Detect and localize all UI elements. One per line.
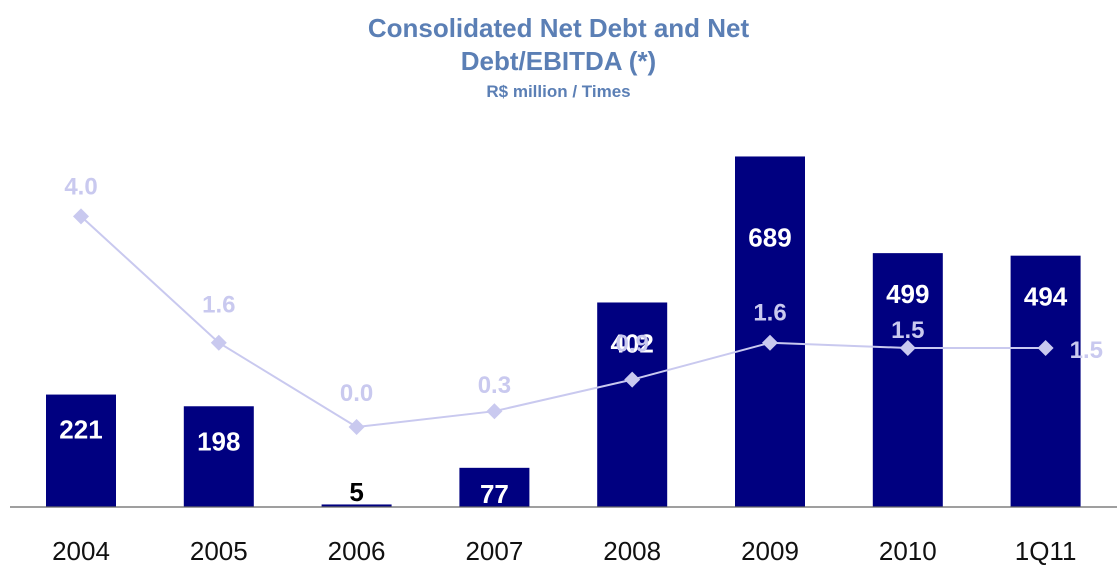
net-debt-bar-label: 198 [197,426,240,456]
net-debt-bar [46,394,116,507]
net-debt-bar [321,504,392,507]
net-debt-bar [597,302,668,507]
net-debt-ebitda-line [73,208,1054,435]
category-label: 2005 [190,536,248,566]
net-debt-bar-label: 494 [1024,282,1068,312]
ebitda-ratio-point [210,334,227,351]
net-debt-bar-label: 5 [349,477,363,507]
ebitda-ratio-label: 1.5 [891,317,924,344]
ebitda-ratio-point [624,371,641,388]
net-debt-bars [46,156,1081,507]
category-label: 2010 [879,536,937,566]
ebitda-ratio-label: 0.9 [616,331,649,358]
ebitda-ratio-point [486,403,503,420]
category-label: 2006 [328,536,386,566]
ebitda-ratio-label: 1.6 [753,300,786,327]
category-label: 2009 [741,536,799,566]
chart-subtitle: R$ million / Times [486,82,631,101]
category-labels: 2004 2005 2006 2007 2008 2009 2010 1Q11 [52,536,1076,566]
net-debt-bar-label: 402 [611,328,654,358]
ebitda-ratio-label: 4.0 [64,173,97,200]
net-debt-bar-label: 499 [886,279,929,309]
net-debt-bar [735,156,805,507]
ebitda-ratio-label: 0.0 [340,380,373,407]
net-debt-bar [872,253,943,507]
chart-title-line-1: Consolidated Net Debt and Net [367,13,750,43]
net-debt-bar [1010,255,1081,507]
net-debt-bar-label: 689 [748,222,791,252]
chart-title-line-2: Debt/EBITDA (*) [460,46,657,76]
net-debt-ebitda-labels: 4.0 1.6 0.0 0.3 0.9 1.6 1.5 1.5 [64,173,1103,407]
category-label: 2008 [603,536,661,566]
ebitda-ratio-label: 1.5 [1070,337,1103,364]
ebitda-ratio-point [73,208,89,225]
net-debt-bar [183,406,254,507]
ebitda-ratio-label: 1.6 [202,292,235,319]
category-label: 2007 [465,536,523,566]
category-label: 1Q11 [1015,536,1077,566]
ebitda-ratio-point [899,340,916,356]
ebitda-ratio-label: 0.3 [478,372,511,399]
ebitda-ratio-line [80,215,1046,429]
net-debt-bar-label: 77 [480,479,509,509]
category-label: 2004 [52,536,110,566]
net-debt-bar [459,467,530,507]
net-debt-bar-labels: 221 198 5 77 402 689 499 494 [59,222,1068,509]
net-debt-bar-label: 221 [59,415,102,445]
ebitda-ratio-point [348,419,365,435]
chart-title-block: Consolidated Net Debt and Net Debt/EBITD… [0,12,1117,106]
ebitda-ratio-point [1037,340,1054,356]
ebitda-ratio-point [762,334,778,351]
